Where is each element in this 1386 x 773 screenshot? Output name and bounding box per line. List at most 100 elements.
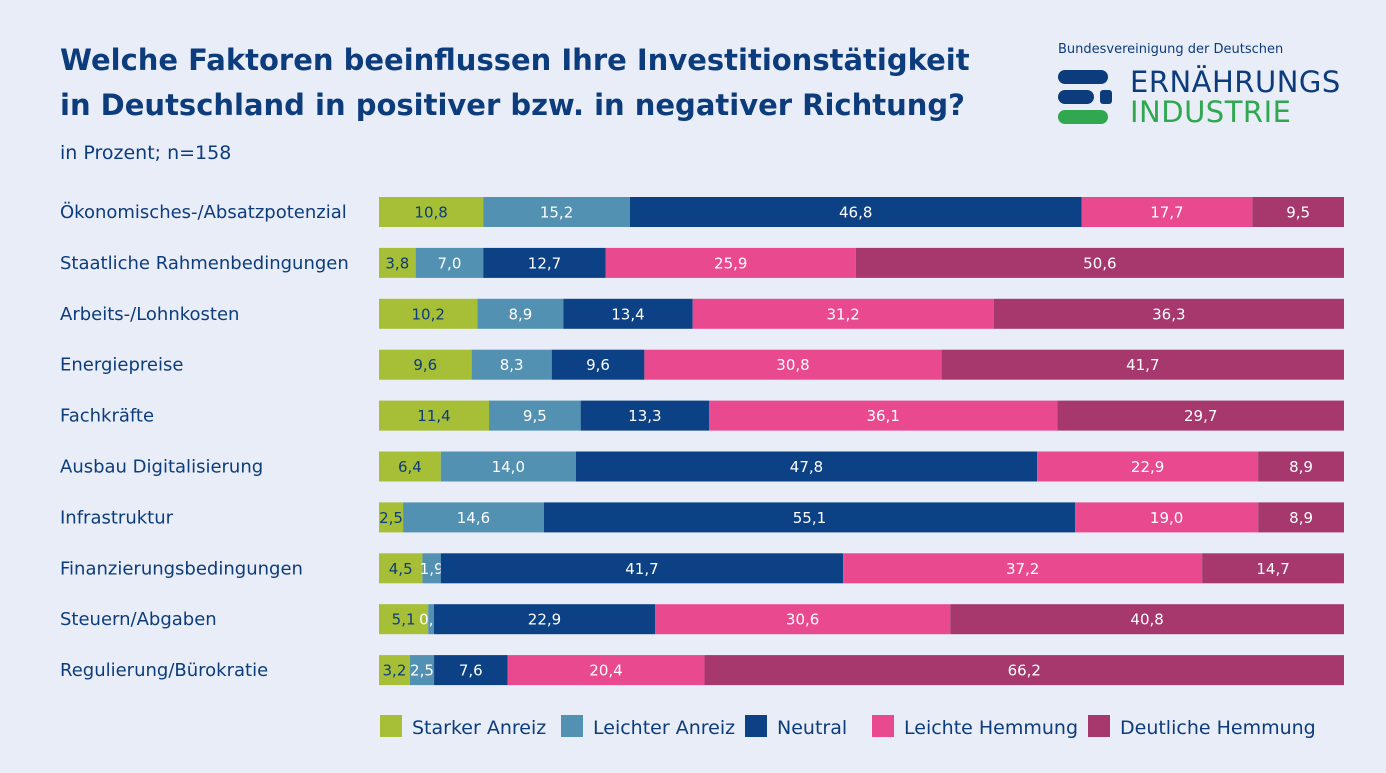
data-label: 50,6 bbox=[1083, 254, 1116, 272]
data-label: 20,4 bbox=[589, 662, 622, 680]
bar-segment bbox=[1081, 197, 1253, 227]
legend-label: Leichte Hemmung bbox=[904, 717, 1078, 739]
legend-swatch bbox=[872, 715, 894, 737]
data-label: 30,6 bbox=[786, 611, 819, 629]
data-label: 41,7 bbox=[1126, 356, 1159, 374]
bar-segment bbox=[477, 298, 564, 329]
legend-swatch bbox=[745, 715, 767, 737]
bar-segment bbox=[422, 553, 441, 584]
data-label: 9,5 bbox=[1286, 204, 1310, 222]
bar-segment bbox=[941, 349, 1344, 380]
bar-segment bbox=[440, 451, 576, 482]
bar-segment bbox=[855, 247, 1344, 278]
data-label: 2,5 bbox=[379, 509, 403, 527]
legend-label: Leichter Anreiz bbox=[593, 717, 735, 739]
data-label: 47,8 bbox=[790, 458, 823, 476]
data-label: 2,5 bbox=[410, 662, 434, 680]
data-label: 1,9 bbox=[420, 560, 444, 578]
bar-segment bbox=[993, 298, 1345, 329]
legend-label: Neutral bbox=[777, 717, 847, 739]
legend-swatch bbox=[380, 715, 402, 737]
data-label: 4,5 bbox=[389, 560, 413, 578]
data-label: 12,7 bbox=[528, 254, 561, 272]
data-label: 55,1 bbox=[793, 509, 826, 527]
legend-swatch bbox=[1088, 715, 1110, 737]
bar-segment bbox=[415, 247, 484, 278]
logo-word-industrie: INDUSTRIE bbox=[1130, 95, 1292, 129]
bar-segment bbox=[1252, 197, 1344, 227]
data-label: 36,3 bbox=[1152, 305, 1185, 323]
data-label: 15,2 bbox=[540, 204, 573, 222]
bar-segment bbox=[1258, 502, 1344, 533]
bar-segment bbox=[654, 604, 951, 635]
data-label: 40,8 bbox=[1130, 611, 1163, 629]
bar-segment bbox=[507, 655, 705, 686]
data-label: 17,7 bbox=[1150, 204, 1183, 222]
legend-label: Deutliche Hemmung bbox=[1120, 717, 1316, 739]
bar-segment bbox=[471, 349, 552, 380]
data-label: 10,2 bbox=[412, 305, 445, 323]
bar-segment bbox=[563, 298, 693, 329]
bar-segment bbox=[379, 553, 423, 584]
bar-segment bbox=[644, 349, 942, 380]
bar-segment bbox=[379, 502, 404, 533]
data-label: 25,9 bbox=[714, 254, 747, 272]
chart-title: Welche Faktoren beeinflussen Ihre Invest… bbox=[60, 38, 970, 128]
bar-segment bbox=[379, 655, 410, 686]
bar-segment bbox=[379, 298, 478, 329]
bar-segment bbox=[379, 604, 429, 635]
data-label: 9,5 bbox=[523, 407, 547, 425]
data-label: 30,8 bbox=[776, 356, 809, 374]
bar-segment bbox=[403, 502, 544, 533]
category-label: Staatliche Rahmenbedingungen bbox=[60, 253, 349, 274]
bar-segment bbox=[483, 197, 630, 227]
data-label: 7,0 bbox=[438, 254, 462, 272]
category-label: Ökonomisches-/Absatzpotenzial bbox=[60, 201, 347, 223]
data-label: 14,0 bbox=[492, 458, 525, 476]
bar-segment bbox=[1258, 451, 1344, 482]
data-label: 10,8 bbox=[414, 204, 447, 222]
bar-segment bbox=[704, 655, 1344, 686]
bar-segment bbox=[409, 655, 435, 686]
bar-segment bbox=[489, 400, 581, 431]
data-label: 8,3 bbox=[500, 356, 524, 374]
bar-segment bbox=[605, 247, 856, 278]
data-label: 3,2 bbox=[383, 662, 407, 680]
bar-segment bbox=[440, 553, 844, 584]
data-label: 36,1 bbox=[867, 407, 900, 425]
bar-segment bbox=[1202, 553, 1344, 584]
logo-top-text: Bundesvereinigung der Deutschen bbox=[1058, 42, 1284, 57]
data-label: 9,6 bbox=[413, 356, 437, 374]
data-label: 9,6 bbox=[586, 356, 610, 374]
bar-segment bbox=[434, 655, 508, 686]
bar-segment bbox=[1037, 451, 1259, 482]
logo-mark-icon bbox=[1058, 70, 1112, 124]
bar-segment bbox=[543, 502, 1076, 533]
bar-segment bbox=[379, 197, 484, 227]
data-label: 22,9 bbox=[1131, 458, 1164, 476]
category-label: Ausbau Digitalisierung bbox=[60, 457, 263, 478]
data-label: 3,8 bbox=[385, 254, 409, 272]
chart-title-line-1: Welche Faktoren beeinflussen Ihre Invest… bbox=[60, 43, 970, 77]
category-label: Finanzierungsbedingungen bbox=[60, 558, 303, 579]
data-label: 8,9 bbox=[1289, 509, 1313, 527]
bar-segment bbox=[692, 298, 994, 329]
bar-segment bbox=[843, 553, 1203, 584]
data-label: 66,2 bbox=[1008, 662, 1041, 680]
data-label: 29,7 bbox=[1184, 407, 1217, 425]
bar-segment bbox=[483, 247, 606, 278]
data-label: 41,7 bbox=[625, 560, 658, 578]
category-label: Fachkräfte bbox=[60, 406, 154, 427]
bar-segment bbox=[428, 604, 434, 635]
data-label: 11,4 bbox=[417, 407, 450, 425]
bar-segment bbox=[379, 451, 441, 482]
legend-label: Starker Anreiz bbox=[412, 717, 546, 739]
data-label: 8,9 bbox=[1289, 458, 1313, 476]
bar-segment bbox=[580, 400, 710, 431]
category-label: Infrastruktur bbox=[60, 507, 174, 528]
bar-segment bbox=[551, 349, 645, 380]
bar-segment bbox=[950, 604, 1344, 635]
data-label: 7,6 bbox=[459, 662, 483, 680]
bar-segment bbox=[629, 197, 1082, 227]
